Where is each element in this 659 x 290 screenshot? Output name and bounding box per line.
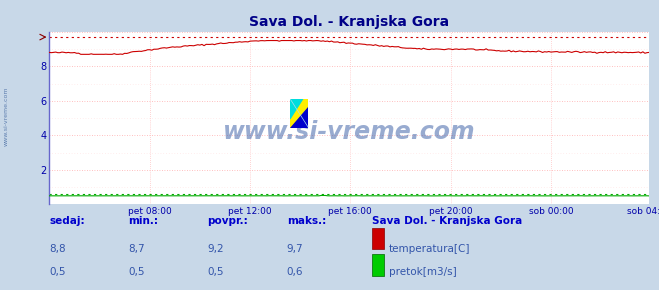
- Text: pretok[m3/s]: pretok[m3/s]: [389, 267, 457, 277]
- Text: povpr.:: povpr.:: [208, 216, 248, 226]
- Text: 8,8: 8,8: [49, 244, 66, 253]
- Text: www.si-vreme.com: www.si-vreme.com: [223, 120, 476, 144]
- Text: maks.:: maks.:: [287, 216, 326, 226]
- Text: min.:: min.:: [129, 216, 159, 226]
- Text: 8,7: 8,7: [129, 244, 145, 253]
- Polygon shape: [290, 99, 303, 119]
- Text: Sava Dol. - Kranjska Gora: Sava Dol. - Kranjska Gora: [372, 216, 523, 226]
- Text: www.si-vreme.com: www.si-vreme.com: [4, 86, 9, 146]
- Text: sedaj:: sedaj:: [49, 216, 85, 226]
- Text: 0,5: 0,5: [129, 267, 145, 277]
- Text: 0,5: 0,5: [49, 267, 66, 277]
- Text: 9,7: 9,7: [287, 244, 303, 253]
- Title: Sava Dol. - Kranjska Gora: Sava Dol. - Kranjska Gora: [249, 15, 449, 29]
- Text: 9,2: 9,2: [208, 244, 224, 253]
- Text: 0,5: 0,5: [208, 267, 224, 277]
- Text: temperatura[C]: temperatura[C]: [389, 244, 471, 253]
- Polygon shape: [290, 107, 308, 128]
- Text: 0,6: 0,6: [287, 267, 303, 277]
